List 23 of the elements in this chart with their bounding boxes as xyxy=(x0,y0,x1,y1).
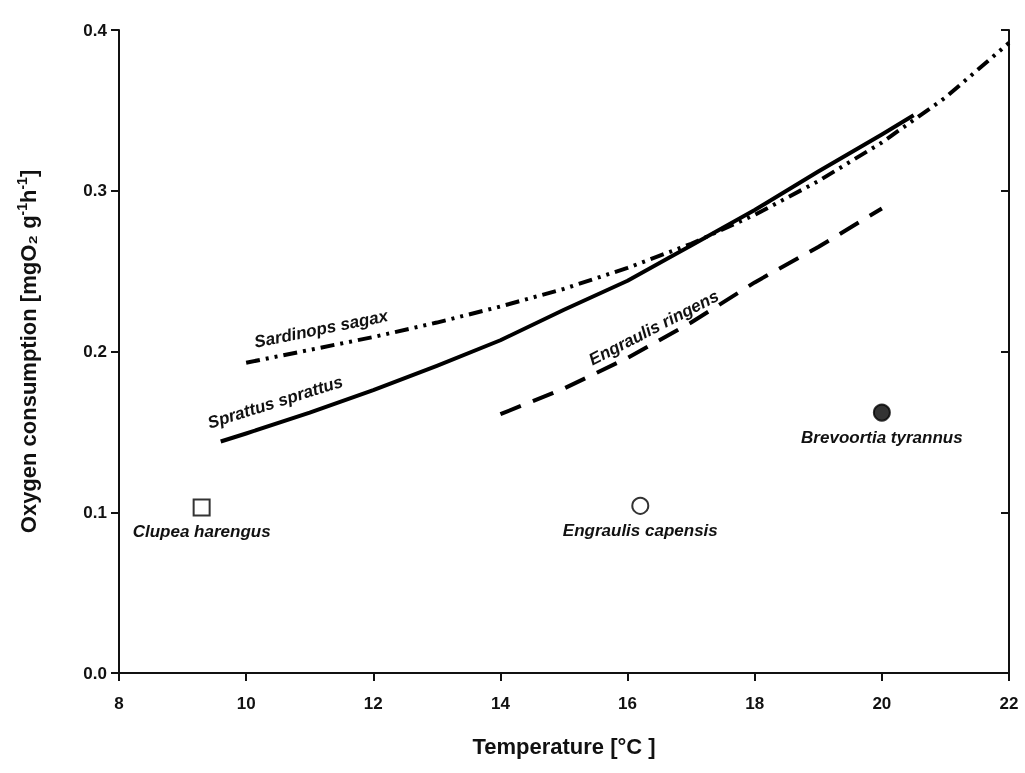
line-series xyxy=(498,206,884,417)
x-tick-label: 22 xyxy=(999,694,1019,713)
y-tick-label: 0.1 xyxy=(83,502,107,522)
x-tick-label: 20 xyxy=(872,694,892,713)
x-tick-label: 10 xyxy=(236,694,256,713)
point xyxy=(192,498,211,517)
y-tick-label: 0.2 xyxy=(83,342,107,361)
y-axis-title: Oxygen consumption [mgO₂ g-1h-1] xyxy=(14,169,41,534)
point xyxy=(872,403,891,422)
y-tick-label: 0.3 xyxy=(83,181,107,201)
x-tick-label: 8 xyxy=(114,694,124,713)
series-label: Clupea harengus xyxy=(132,522,271,542)
x-tick-label: 12 xyxy=(363,694,383,713)
y-tick-label: 0.0 xyxy=(83,663,107,683)
x-tick-label: 18 xyxy=(745,694,765,713)
point xyxy=(631,496,650,515)
x-axis-title: Temperature [°C ] xyxy=(472,733,656,759)
y-tick-label: 0.4 xyxy=(83,20,108,40)
series-label: Engraulis capensis xyxy=(562,520,718,540)
series-label: Brevoortia tyrannus xyxy=(801,427,963,447)
text: Sardinops sagax xyxy=(252,305,392,352)
x-tick-label: 16 xyxy=(618,694,638,713)
x-tick-label: 14 xyxy=(490,694,511,713)
